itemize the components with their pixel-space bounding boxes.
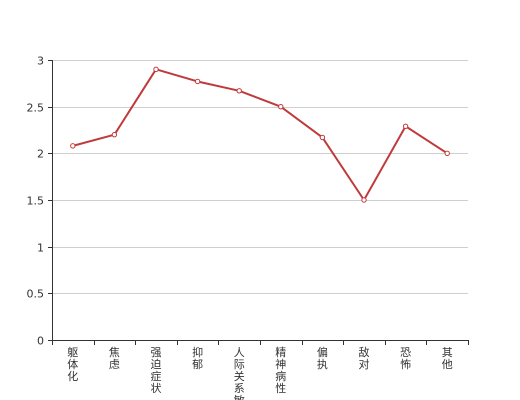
y-tick-label: 1.5 — [27, 195, 45, 208]
y-tick-label: 0.5 — [27, 288, 45, 301]
x-tick-label: 强迫症状 — [151, 346, 162, 395]
y-tick-label: 3 — [37, 55, 44, 68]
gridlines — [52, 60, 468, 294]
x-tick-label: 偏执 — [317, 345, 328, 371]
x-tick-label: 敌对 — [359, 345, 370, 371]
data-point[interactable] — [236, 88, 242, 94]
y-tick-label: 0 — [37, 335, 44, 348]
data-point[interactable] — [444, 150, 450, 157]
x-tick-label: 其他 — [442, 346, 453, 371]
y-tick-label: 1 — [37, 242, 44, 255]
y-tick-labels: 0 0.5 1 1.5 2 2.5 3 — [27, 55, 45, 348]
data-point[interactable] — [402, 123, 409, 129]
x-tick-label: 躯体化 — [67, 346, 78, 383]
data-point[interactable] — [194, 78, 201, 85]
y-tick-label: 2 — [37, 148, 44, 161]
axes — [48, 60, 469, 345]
data-point[interactable] — [278, 103, 284, 110]
x-tick-label: 抑郁 — [192, 345, 203, 371]
data-point[interactable] — [319, 134, 326, 141]
y-tick-label: 2.5 — [27, 102, 45, 115]
x-tick-label: 精神病性 — [275, 346, 286, 395]
data-point[interactable] — [111, 131, 118, 138]
x-tick-label: 人际关系敏感 — [234, 346, 245, 400]
data-point[interactable] — [70, 143, 76, 149]
x-tick-label: 恐怖 — [400, 346, 411, 371]
x-tick-labels: 躯体化 焦虑 强迫症状 抑郁 人际关系敏感 精神病性 偏执 敌对 恐怖 其他 — [67, 345, 452, 400]
series — [70, 66, 450, 203]
data-point[interactable] — [361, 197, 367, 203]
series-line — [72, 68, 448, 201]
data-point[interactable] — [153, 66, 159, 73]
x-tick-label: 焦虑 — [109, 346, 120, 371]
